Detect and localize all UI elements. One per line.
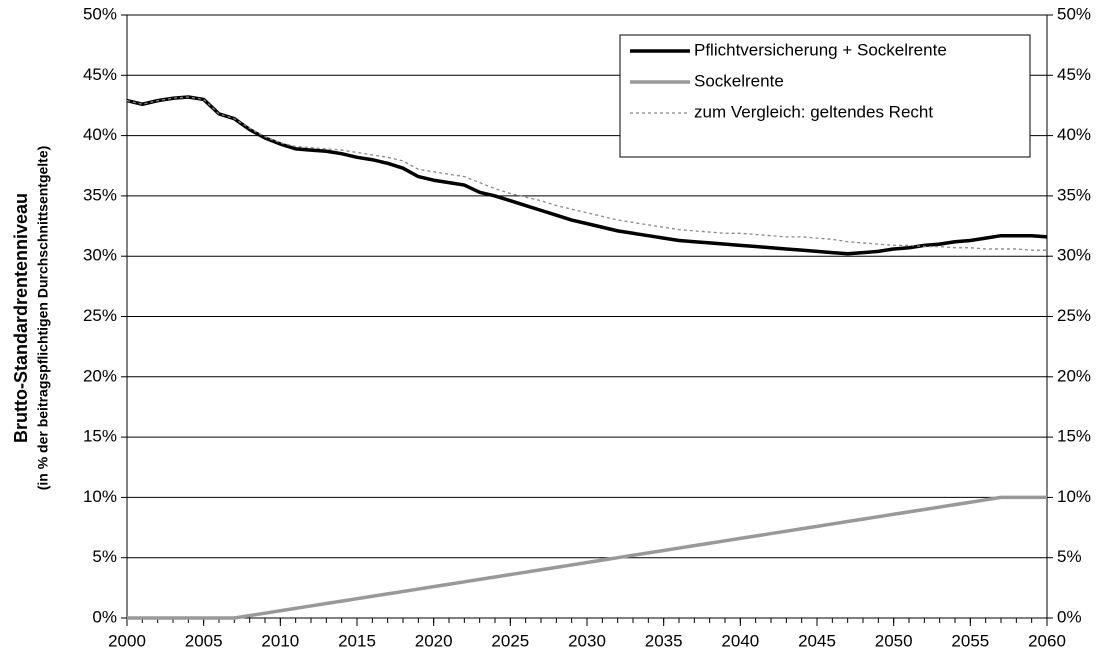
y-tick-label: 35% — [83, 185, 117, 204]
x-tick-label: 2005 — [185, 631, 223, 650]
x-tick-label: 2025 — [491, 631, 529, 650]
y-tick-label: 40% — [83, 125, 117, 144]
x-tick-label: 2050 — [875, 631, 913, 650]
y2-tick-label: 5% — [1057, 547, 1082, 566]
y2-tick-label: 50% — [1057, 4, 1091, 23]
line-series — [126, 96, 1047, 251]
y2-tick-label: 10% — [1057, 487, 1091, 506]
line-series — [127, 495, 1047, 620]
y2-tick-label: 25% — [1057, 306, 1091, 325]
y-tick-label: 50% — [83, 4, 117, 23]
y-tick-label: 10% — [83, 487, 117, 506]
y2-tick-label: 45% — [1057, 65, 1091, 84]
legend-label: Sockelrente — [694, 71, 784, 90]
x-tick-label: 2020 — [415, 631, 453, 650]
y2-tick-label: 20% — [1057, 366, 1091, 385]
x-tick-label: 2060 — [1028, 631, 1066, 650]
x-tick-label: 2040 — [721, 631, 759, 650]
y-tick-label: 15% — [83, 427, 117, 446]
y-axis-sublabel: (in % der beitragspflichtigen Durchschni… — [35, 146, 51, 491]
x-tick-label: 2015 — [338, 631, 376, 650]
x-tick-label: 2055 — [951, 631, 989, 650]
line-series — [126, 95, 1048, 256]
x-tick-label: 2030 — [568, 631, 606, 650]
y2-tick-label: 15% — [1057, 427, 1091, 446]
x-tick-label: 2010 — [261, 631, 299, 650]
y2-tick-label: 0% — [1057, 607, 1082, 626]
y2-tick-label: 40% — [1057, 125, 1091, 144]
y-tick-label: 30% — [83, 246, 117, 265]
legend-box — [619, 34, 1031, 158]
y2-tick-label: 30% — [1057, 246, 1091, 265]
legend-label: Pflichtversicherung + Sockelrente — [694, 40, 947, 59]
legend-label: zum Vergleich: geltendes Recht — [694, 102, 933, 121]
y-tick-label: 25% — [83, 306, 117, 325]
y-tick-label: 0% — [92, 607, 117, 626]
x-tick-label: 2045 — [798, 631, 836, 650]
y-tick-label: 45% — [83, 65, 117, 84]
y-axis-label: Brutto-Standardrentenniveau — [11, 193, 31, 443]
y-tick-label: 5% — [92, 547, 117, 566]
y-tick-label: 20% — [83, 366, 117, 385]
y2-tick-label: 35% — [1057, 185, 1091, 204]
x-tick-label: 2035 — [645, 631, 683, 650]
x-tick-label: 2000 — [108, 631, 146, 650]
